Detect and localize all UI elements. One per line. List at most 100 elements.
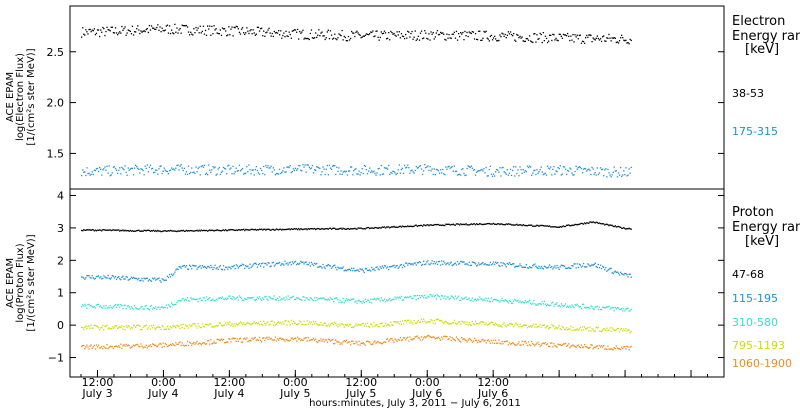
data-point bbox=[437, 223, 440, 226]
data-point bbox=[527, 301, 530, 303]
data-point bbox=[408, 262, 410, 265]
data-point bbox=[450, 37, 452, 39]
data-point bbox=[461, 223, 463, 226]
data-point bbox=[551, 39, 553, 42]
data-point bbox=[81, 326, 83, 329]
data-point bbox=[607, 330, 609, 332]
data-point bbox=[220, 297, 223, 299]
data-point bbox=[104, 34, 106, 37]
legend-entry: 310-580 bbox=[732, 316, 778, 329]
data-point bbox=[344, 269, 346, 271]
data-point bbox=[149, 328, 152, 330]
data-point bbox=[443, 297, 445, 299]
data-point bbox=[249, 339, 251, 342]
data-point bbox=[611, 272, 613, 274]
data-point bbox=[144, 278, 146, 280]
data-point bbox=[321, 298, 323, 300]
data-point bbox=[371, 302, 373, 304]
data-point bbox=[119, 167, 121, 169]
data-point bbox=[185, 24, 188, 27]
data-point bbox=[428, 321, 430, 323]
data-point bbox=[478, 223, 480, 226]
data-point bbox=[221, 339, 224, 341]
data-point bbox=[346, 174, 349, 176]
data-point bbox=[193, 28, 195, 30]
data-point bbox=[315, 169, 317, 171]
data-point bbox=[394, 321, 396, 323]
data-point bbox=[501, 326, 503, 328]
data-point bbox=[228, 164, 230, 166]
data-point bbox=[247, 30, 249, 32]
data-point bbox=[476, 265, 478, 267]
data-point bbox=[338, 167, 340, 169]
data-point bbox=[483, 321, 485, 324]
data-point bbox=[550, 166, 552, 168]
data-point bbox=[485, 297, 487, 299]
data-point bbox=[411, 298, 413, 300]
data-point bbox=[324, 299, 326, 301]
data-point bbox=[600, 345, 603, 347]
data-point bbox=[546, 303, 549, 305]
data-point bbox=[584, 326, 586, 328]
data-point bbox=[174, 230, 176, 232]
data-point bbox=[474, 263, 477, 265]
data-point bbox=[626, 42, 628, 44]
data-point bbox=[458, 295, 460, 297]
data-point bbox=[287, 166, 289, 168]
data-point bbox=[205, 296, 208, 298]
data-point bbox=[441, 224, 443, 227]
data-point bbox=[279, 34, 281, 36]
data-point bbox=[320, 32, 322, 34]
data-point bbox=[425, 322, 427, 324]
data-point bbox=[272, 261, 274, 264]
data-point bbox=[420, 295, 423, 297]
data-point bbox=[252, 169, 254, 171]
data-point bbox=[285, 338, 287, 340]
data-point bbox=[235, 25, 237, 27]
data-point bbox=[252, 338, 254, 340]
data-point bbox=[487, 175, 489, 177]
data-point bbox=[607, 306, 609, 308]
data-point bbox=[508, 262, 511, 264]
data-point bbox=[402, 323, 405, 325]
data-point bbox=[312, 337, 315, 339]
data-point bbox=[498, 300, 500, 302]
data-point bbox=[376, 227, 378, 229]
data-point bbox=[143, 308, 145, 310]
data-point bbox=[219, 230, 221, 232]
data-point bbox=[327, 323, 329, 325]
data-point bbox=[402, 264, 405, 266]
data-point bbox=[538, 325, 540, 328]
data-point bbox=[467, 339, 469, 341]
data-point bbox=[507, 263, 509, 265]
data-point bbox=[356, 341, 358, 344]
data-point bbox=[268, 336, 270, 338]
data-point bbox=[230, 297, 232, 300]
data-point bbox=[418, 337, 421, 339]
data-point bbox=[133, 230, 136, 232]
data-point bbox=[397, 226, 399, 228]
data-point bbox=[324, 38, 326, 41]
data-point bbox=[579, 347, 581, 349]
data-point bbox=[503, 322, 505, 324]
data-point bbox=[455, 223, 458, 225]
x-tick-date-label: July 6 bbox=[411, 387, 442, 400]
data-point bbox=[284, 260, 286, 262]
data-point bbox=[88, 325, 90, 327]
data-point bbox=[360, 301, 362, 303]
data-point bbox=[430, 170, 432, 172]
data-point bbox=[131, 307, 134, 309]
data-point bbox=[618, 226, 621, 228]
data-point bbox=[179, 266, 181, 268]
data-point bbox=[196, 29, 198, 31]
data-point bbox=[302, 29, 304, 31]
data-point bbox=[418, 39, 421, 41]
data-point bbox=[193, 171, 195, 173]
data-point bbox=[220, 324, 223, 326]
data-point bbox=[537, 267, 539, 269]
data-point bbox=[382, 32, 385, 34]
data-point bbox=[322, 324, 324, 326]
data-point bbox=[290, 319, 292, 322]
data-point bbox=[452, 321, 454, 324]
data-point bbox=[151, 308, 154, 310]
